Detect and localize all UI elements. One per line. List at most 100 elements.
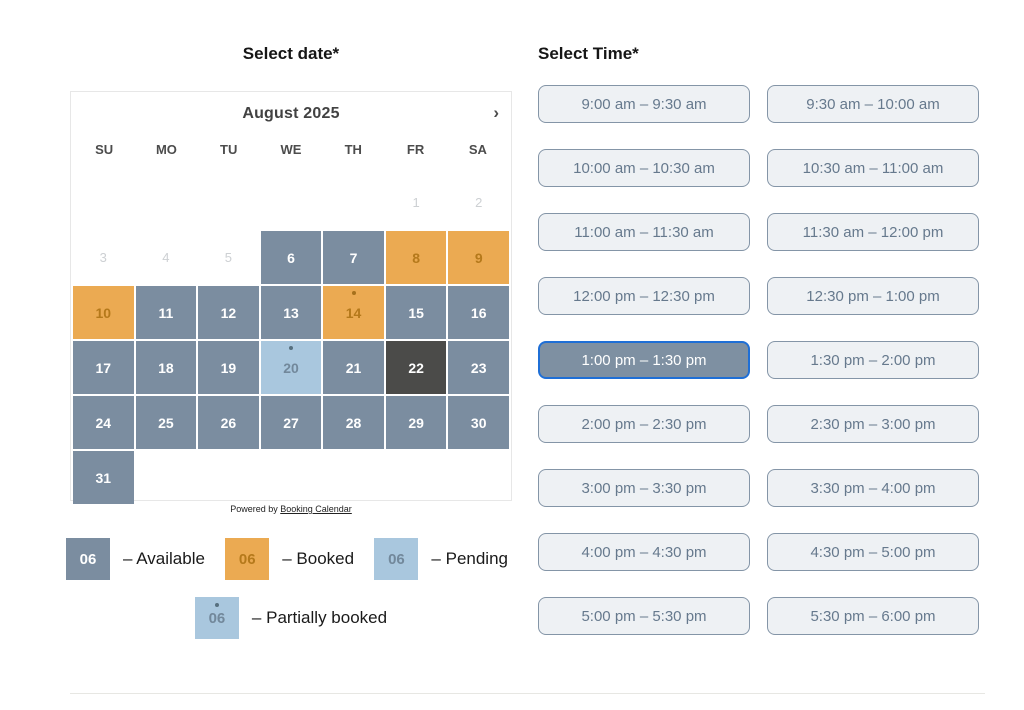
day-cell-empty bbox=[386, 451, 447, 504]
day-cell-empty bbox=[73, 176, 134, 229]
select-date-heading: Select date* bbox=[242, 44, 340, 63]
time-slot-button[interactable]: 2:00 pm – 2:30 pm bbox=[538, 405, 750, 443]
day-cell-empty bbox=[198, 451, 259, 504]
day-number: 9 bbox=[474, 249, 483, 266]
day-number: 11 bbox=[158, 304, 174, 321]
legend-label: – Partially booked bbox=[251, 608, 388, 627]
time-slot-button[interactable]: 3:30 pm – 4:00 pm bbox=[767, 469, 979, 507]
day-cell-31[interactable]: 31 bbox=[73, 451, 134, 504]
legend-swatch-number: 06 bbox=[79, 550, 97, 568]
day-cell-2: 2 bbox=[448, 176, 509, 229]
time-slot-button[interactable]: 5:30 pm – 6:00 pm bbox=[767, 597, 979, 635]
day-number: 24 bbox=[95, 414, 112, 431]
weekday-label: TH bbox=[344, 142, 362, 157]
day-cell-13[interactable]: 13 bbox=[260, 286, 322, 339]
day-number: 20 bbox=[283, 359, 299, 376]
day-number: 27 bbox=[283, 414, 299, 431]
legend-row-1: 06 – Available 06 – Booked 06 – Pending bbox=[66, 538, 508, 580]
legend-swatch-number: 06 bbox=[238, 550, 256, 568]
time-slot-grid: 9:00 am – 9:30 am 9:30 am – 10:00 am 10:00… bbox=[538, 85, 979, 635]
bottom-divider bbox=[70, 693, 985, 694]
day-number: 31 bbox=[95, 469, 112, 486]
day-number: 10 bbox=[95, 304, 112, 321]
legend-swatch-number: 06 bbox=[388, 550, 405, 568]
day-cell-25[interactable]: 25 bbox=[135, 396, 197, 449]
legend-swatch-booked: 06 bbox=[225, 538, 270, 580]
day-number: 1 bbox=[412, 195, 420, 210]
day-number: 14 bbox=[345, 304, 362, 321]
day-number: 23 bbox=[470, 359, 487, 376]
day-cell-30[interactable]: 30 bbox=[448, 396, 509, 449]
day-cell-6[interactable]: 6 bbox=[260, 231, 322, 284]
day-cell-4: 4 bbox=[136, 231, 197, 284]
powered-by: Powered by Booking Calendar bbox=[70, 504, 512, 514]
weekday-label: SA bbox=[468, 142, 487, 157]
day-cell-9: 9 bbox=[448, 231, 509, 284]
day-cell-27[interactable]: 27 bbox=[260, 396, 322, 449]
weekday-label: FR bbox=[406, 142, 425, 157]
day-cell-14[interactable]: 14 bbox=[323, 286, 384, 339]
day-cell-empty bbox=[136, 176, 197, 229]
time-slot-button[interactable]: 4:00 pm – 4:30 pm bbox=[538, 533, 750, 571]
day-cell-18[interactable]: 18 bbox=[135, 341, 197, 394]
legend-item-pending: 06 – Pending bbox=[374, 538, 508, 580]
day-number: 22 bbox=[408, 359, 424, 376]
day-cell-3: 3 bbox=[73, 231, 134, 284]
day-cell-empty bbox=[323, 176, 384, 229]
time-slot-button[interactable]: 2:30 pm – 3:00 pm bbox=[767, 405, 979, 443]
day-number: 26 bbox=[220, 414, 237, 431]
calendar-header: August 2025 › bbox=[71, 92, 511, 136]
time-slot-button[interactable]: 9:30 am – 10:00 am bbox=[767, 85, 979, 123]
day-cell-19[interactable]: 19 bbox=[198, 341, 259, 394]
day-number: 15 bbox=[408, 304, 424, 321]
time-slot-button[interactable]: 12:00 pm – 12:30 pm bbox=[538, 277, 750, 315]
weekday-label: TU bbox=[220, 142, 238, 157]
time-slot-button[interactable]: 3:00 pm – 3:30 pm bbox=[538, 469, 750, 507]
day-number: 13 bbox=[283, 304, 299, 321]
day-number: 17 bbox=[95, 359, 112, 376]
time-slot-button[interactable]: 4:30 pm – 5:00 pm bbox=[767, 533, 979, 571]
legend-item-booked: 06 – Booked bbox=[225, 538, 354, 580]
day-cell-17[interactable]: 17 bbox=[73, 341, 134, 394]
weekday-label: MO bbox=[155, 142, 177, 157]
day-cell-20[interactable]: 20 bbox=[260, 341, 322, 394]
day-number: 5 bbox=[224, 250, 233, 265]
day-number: 3 bbox=[99, 250, 107, 265]
day-cell-7[interactable]: 7 bbox=[323, 231, 384, 284]
day-number: 6 bbox=[287, 249, 295, 266]
time-slot-button[interactable]: 11:30 am – 12:00 pm bbox=[767, 213, 979, 251]
time-slot-button[interactable]: 9:00 am – 9:30 am bbox=[538, 85, 750, 123]
time-slot-button[interactable]: 11:00 am – 11:30 am bbox=[538, 213, 750, 251]
day-cell-23[interactable]: 23 bbox=[448, 341, 509, 394]
day-cell-15[interactable]: 15 bbox=[385, 286, 447, 339]
day-cell-26[interactable]: 26 bbox=[198, 396, 259, 449]
calendar-grid: 1 2 3 4 5 6 7 8 9 10 11 12 13 14 15 16 17 18 19 20 21 22 23 24 2… bbox=[71, 176, 511, 504]
day-cell-empty bbox=[261, 451, 322, 504]
time-slot-button[interactable]: 10:00 am – 10:30 am bbox=[538, 149, 750, 187]
day-cell-empty bbox=[198, 176, 259, 229]
legend-label: – Available bbox=[123, 549, 205, 568]
time-slot-button[interactable]: 1:30 pm – 2:00 pm bbox=[767, 341, 979, 379]
time-slot-button[interactable]: 10:30 am – 11:00 am bbox=[767, 149, 979, 187]
legend-swatch-number: 06 bbox=[208, 609, 226, 627]
booking-calendar-link[interactable]: Booking Calendar bbox=[280, 504, 352, 514]
legend-row-2: 06 – Partially booked bbox=[70, 597, 512, 639]
day-cell-24[interactable]: 24 bbox=[73, 396, 134, 449]
day-cell-5: 5 bbox=[198, 231, 259, 284]
next-month-icon[interactable]: › bbox=[493, 103, 499, 122]
day-cell-11[interactable]: 11 bbox=[135, 286, 197, 339]
day-cell-12[interactable]: 12 bbox=[198, 286, 259, 339]
legend-swatch-partial: 06 bbox=[194, 597, 239, 639]
partially-booked-dot-icon bbox=[288, 346, 293, 350]
day-cell-21[interactable]: 21 bbox=[323, 341, 384, 394]
day-cell-29[interactable]: 29 bbox=[385, 396, 447, 449]
day-number: 4 bbox=[162, 250, 170, 265]
time-slot-button[interactable]: 12:30 pm – 1:00 pm bbox=[767, 277, 979, 315]
day-cell-28[interactable]: 28 bbox=[323, 396, 384, 449]
day-cell-22[interactable]: 22 bbox=[385, 341, 447, 394]
time-slot-button-selected[interactable]: 1:00 pm – 1:30 pm bbox=[538, 341, 750, 379]
day-cell-16[interactable]: 16 bbox=[448, 286, 509, 339]
powered-by-text: Powered by bbox=[230, 504, 281, 514]
day-number: 7 bbox=[349, 249, 358, 266]
time-slot-button[interactable]: 5:00 pm – 5:30 pm bbox=[538, 597, 750, 635]
